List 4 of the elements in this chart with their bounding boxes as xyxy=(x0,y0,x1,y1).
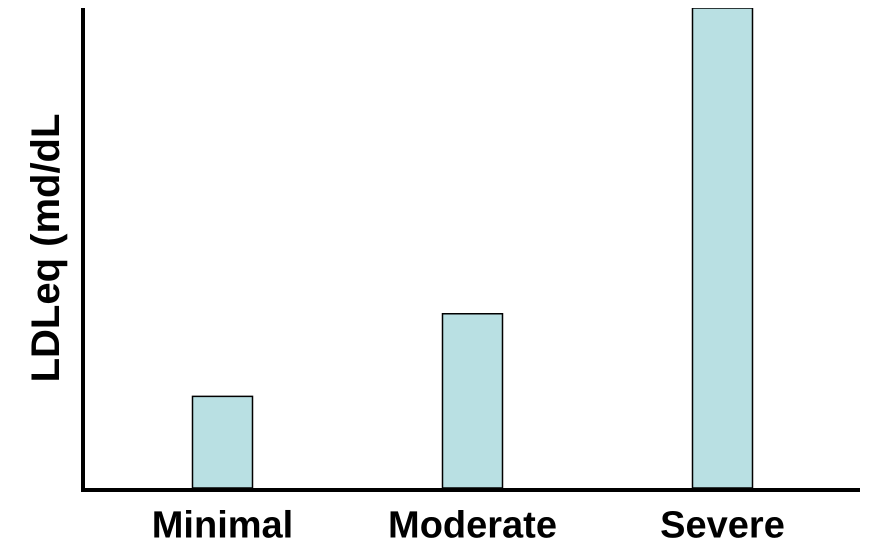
x-tick-label: Moderate xyxy=(388,504,557,547)
y-axis-title: LDLeq (md/dL xyxy=(24,114,68,382)
x-tick-label: Severe xyxy=(660,504,785,547)
x-tick-label: Minimal xyxy=(152,504,294,547)
